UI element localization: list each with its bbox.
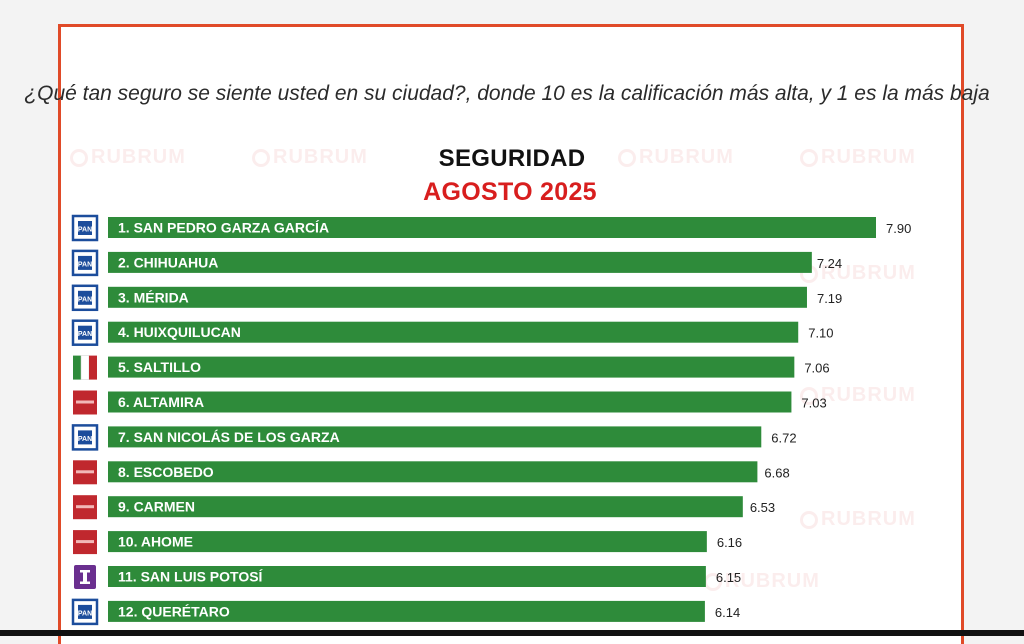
pan-logo-text: PAN bbox=[78, 296, 92, 303]
pan-logo-square bbox=[78, 221, 92, 235]
pan-logo-icon: PAN bbox=[71, 424, 99, 451]
category-label: 5. SALTILLO bbox=[118, 359, 201, 375]
pan-logo-text: PAN bbox=[78, 331, 92, 338]
chart-bar bbox=[108, 566, 706, 587]
category-label: 2. CHIHUAHUA bbox=[118, 254, 218, 270]
pan-logo-icon: PAN bbox=[71, 598, 99, 626]
chart-bar bbox=[108, 321, 799, 343]
value-label: 7.06 bbox=[804, 361, 829, 376]
category-label: 1. SAN PEDRO GARZA GARCÍA bbox=[118, 220, 329, 236]
morena-logo-icon bbox=[73, 390, 97, 415]
pri-logo-white bbox=[80, 355, 90, 380]
category-label: 8. ESCOBEDO bbox=[118, 464, 214, 480]
chart-title: SEGURIDAD bbox=[438, 145, 586, 172]
category-label: 3. MÉRIDA bbox=[118, 289, 189, 305]
category-label: 11. SAN LUIS POTOSÍ bbox=[118, 569, 264, 585]
category-label: 10. AHOME bbox=[118, 534, 193, 550]
pan-logo-square bbox=[78, 255, 92, 270]
chart-bar bbox=[108, 426, 762, 448]
pan-logo-icon: PAN bbox=[71, 249, 99, 277]
value-label: 6.53 bbox=[750, 500, 775, 515]
pan-logo-icon: PAN bbox=[71, 214, 99, 242]
value-label: 6.68 bbox=[764, 465, 789, 480]
pri-logo-icon bbox=[73, 355, 97, 380]
survey-question: ¿Qué tan seguro se siente usted en su ci… bbox=[24, 82, 990, 105]
pan-logo-text: PAN bbox=[78, 227, 92, 234]
category-label: 6. ALTAMIRA bbox=[118, 394, 204, 410]
value-label: 6.14 bbox=[715, 605, 740, 620]
pri-logo-green bbox=[73, 355, 81, 380]
value-label: 7.10 bbox=[808, 326, 833, 341]
pri-logo-red bbox=[89, 355, 97, 380]
morena-logo-icon bbox=[73, 495, 97, 520]
value-label: 7.24 bbox=[817, 256, 842, 271]
independent-logo-top bbox=[80, 570, 90, 573]
pan-logo-square bbox=[78, 604, 92, 619]
morena-logo-icon bbox=[73, 460, 97, 485]
pan-logo-frame bbox=[71, 598, 99, 626]
pan-logo-frame bbox=[71, 424, 99, 451]
chart-bar bbox=[108, 461, 758, 483]
pan-logo-square bbox=[78, 290, 92, 305]
morena-logo-line bbox=[76, 470, 94, 474]
value-label: 7.03 bbox=[801, 396, 826, 411]
chart-bar bbox=[108, 391, 792, 413]
value-label: 6.15 bbox=[716, 570, 741, 585]
pan-logo-frame bbox=[71, 249, 99, 277]
bottom-edge bbox=[0, 630, 1024, 636]
chart-bar bbox=[108, 251, 812, 273]
chart-bar bbox=[108, 531, 707, 553]
morena-logo-line bbox=[76, 400, 94, 404]
pan-logo-icon: PAN bbox=[71, 284, 99, 312]
value-label: 7.19 bbox=[817, 291, 842, 306]
morena-logo-line bbox=[76, 505, 94, 509]
pan-logo-text: PAN bbox=[78, 610, 92, 617]
chart-subtitle: AGOSTO 2025 bbox=[423, 178, 597, 206]
pan-logo-text: PAN bbox=[78, 261, 92, 268]
chart-bar bbox=[108, 217, 876, 238]
chart-bar bbox=[108, 600, 705, 622]
value-label: 6.72 bbox=[771, 430, 796, 445]
category-label: 12. QUERÉTARO bbox=[118, 603, 230, 619]
morena-logo-line bbox=[76, 540, 94, 544]
chart-bar bbox=[108, 496, 743, 518]
category-label: 9. CARMEN bbox=[118, 499, 195, 515]
pan-logo-square bbox=[78, 325, 92, 340]
value-label: 7.90 bbox=[886, 221, 911, 236]
chart-bar bbox=[108, 356, 795, 378]
value-label: 6.16 bbox=[717, 535, 742, 550]
category-label: 4. HUIXQUILUCAN bbox=[118, 324, 241, 340]
independent-logo-bar bbox=[83, 570, 87, 584]
category-label: 7. SAN NICOLÁS DE LOS GARZA bbox=[118, 429, 340, 445]
independent-logo-bottom bbox=[80, 581, 90, 584]
chart-bar bbox=[108, 286, 807, 308]
independent-logo-icon bbox=[74, 565, 96, 589]
pan-logo-square bbox=[78, 430, 92, 445]
pan-logo-icon: PAN bbox=[71, 319, 99, 346]
pan-logo-text: PAN bbox=[78, 436, 92, 443]
morena-logo-icon bbox=[73, 530, 97, 555]
